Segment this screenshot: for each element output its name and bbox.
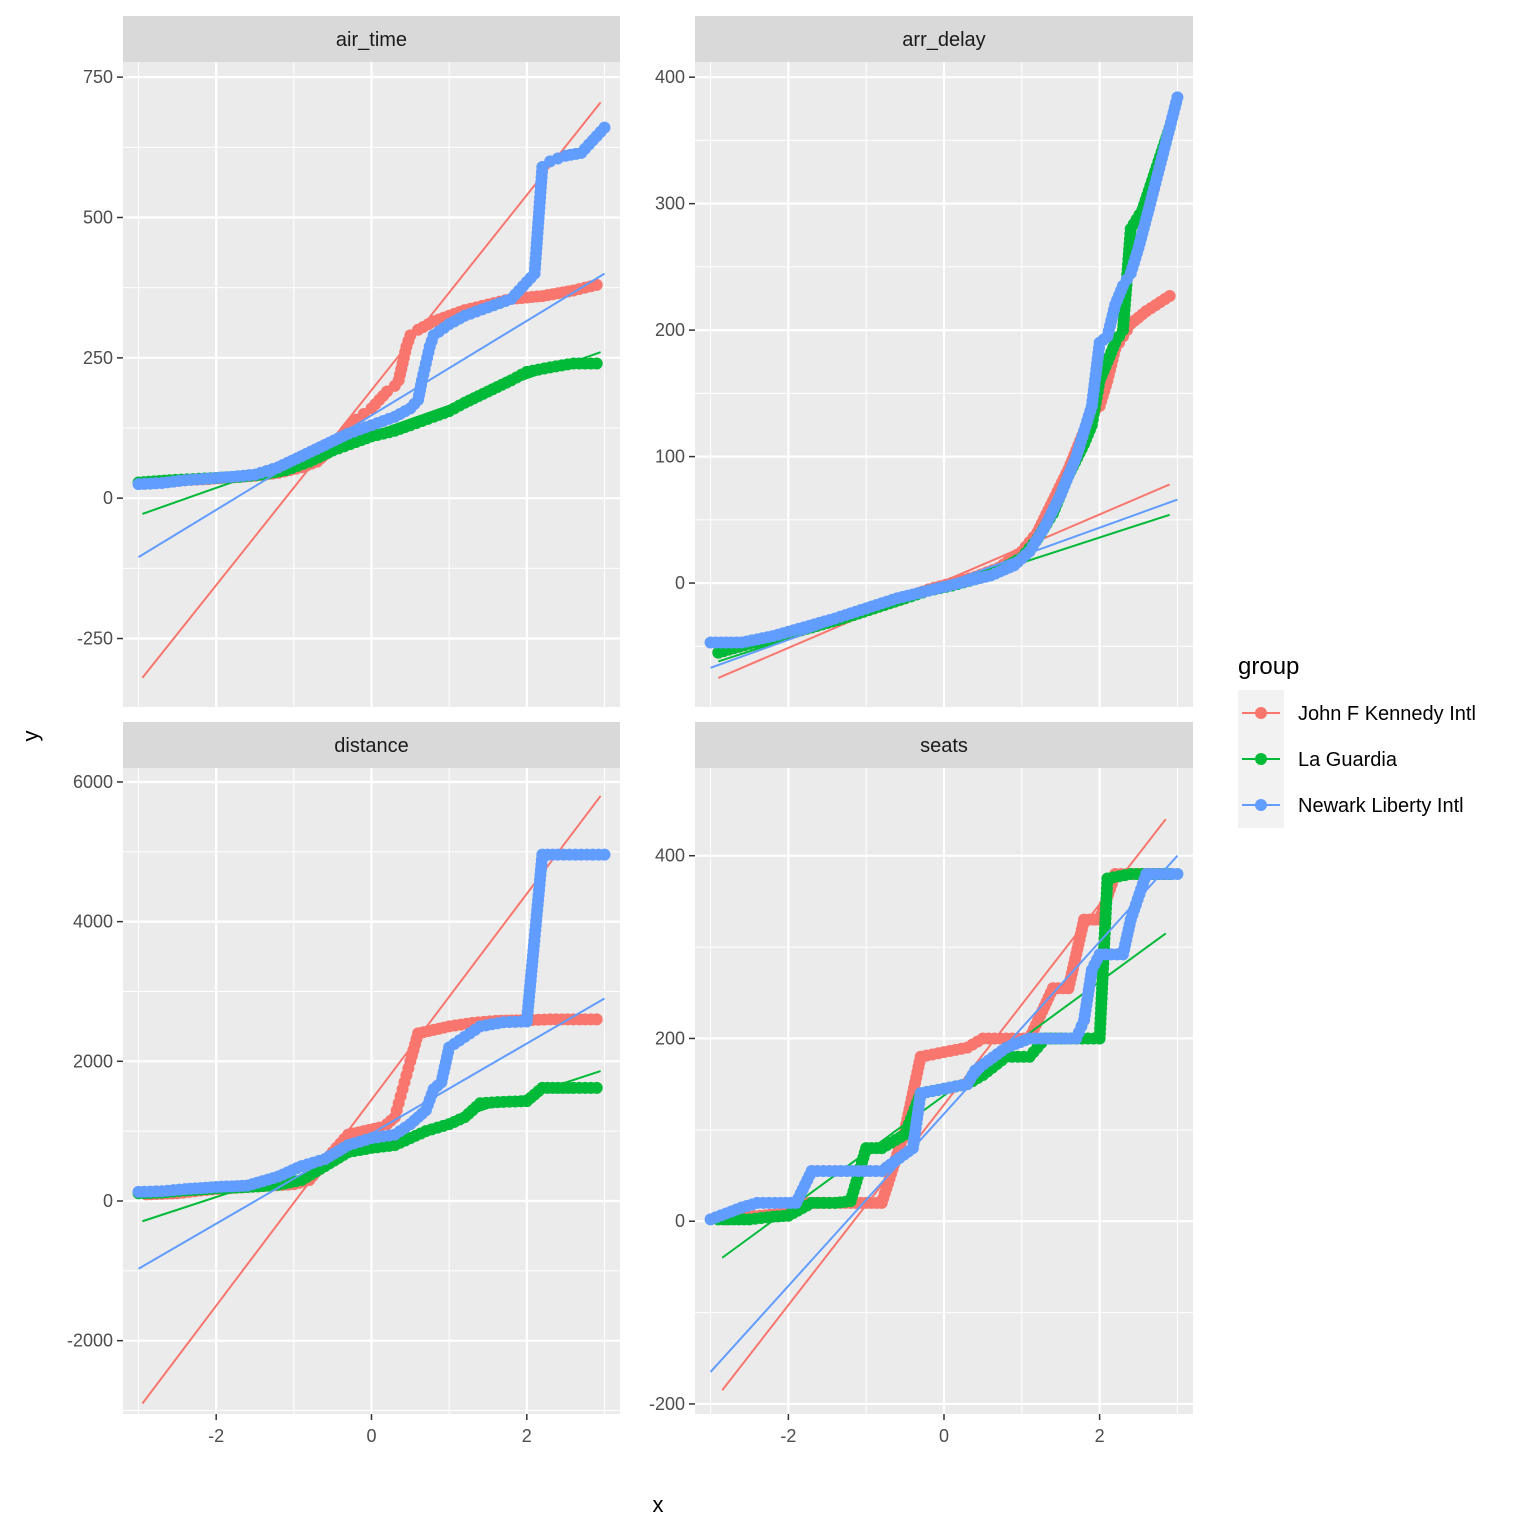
qq-line-la-guardia <box>142 1070 601 1223</box>
x-tick-label: 2 <box>522 1426 532 1446</box>
y-tick-label: 200 <box>655 320 685 340</box>
point-newark-liberty-intl <box>598 848 611 861</box>
y-tick-label: -200 <box>649 1394 685 1414</box>
qq-line-john-f-kennedy-intl <box>141 101 602 679</box>
point-la-guardia <box>590 357 603 370</box>
strip-label: seats <box>920 735 968 757</box>
legend-label: John F Kennedy Intl <box>1298 703 1476 725</box>
legend-item: John F Kennedy Intl <box>1242 703 1476 725</box>
y-axis-title: y <box>18 731 43 742</box>
qq-line-john-f-kennedy-intl <box>721 818 1167 1391</box>
y-tick-label: 250 <box>83 348 113 368</box>
panel-distance: distance -2000 0 2000 4000 6000 -2 0 2 <box>67 722 620 1446</box>
strip-label: arr_delay <box>902 29 985 51</box>
legend-label: La Guardia <box>1298 749 1398 771</box>
qq-line-john-f-kennedy-intl <box>141 795 602 1405</box>
data-layer <box>704 91 1184 679</box>
y-tick-label: 4000 <box>73 912 113 932</box>
y-tick-label: 0 <box>675 573 685 593</box>
labels-layer: x y <box>18 731 664 1518</box>
strip-label: air_time <box>336 29 407 51</box>
legend-point-key <box>1255 707 1267 719</box>
point-john-f-kennedy-intl <box>590 278 603 291</box>
point-newark-liberty-intl <box>598 121 611 134</box>
data-layer <box>132 101 611 679</box>
panel-air-time: air_time -250 0 250 500 750 <box>77 16 620 707</box>
legend-label: Newark Liberty Intl <box>1298 795 1464 817</box>
data-layer <box>132 795 611 1405</box>
qq-line-newark-liberty-intl <box>709 855 1179 1373</box>
y-tick-label: 2000 <box>73 1051 113 1071</box>
point-la-guardia <box>590 1081 603 1094</box>
legend-point-key <box>1255 753 1267 765</box>
point-newark-liberty-intl <box>1171 867 1184 880</box>
strip-background <box>123 16 620 62</box>
legend-item: La Guardia <box>1242 749 1398 771</box>
y-tick-label: 100 <box>655 447 685 467</box>
x-axis-title: x <box>653 1492 664 1517</box>
panels-layer: air_time-2500250500750arr_delay010020030… <box>67 16 1193 1446</box>
x-tick-label: 2 <box>1095 1426 1105 1446</box>
x-tick-label: 0 <box>939 1426 949 1446</box>
panel-arr-delay: arr_delay 0 100 200 300 400 <box>655 16 1193 707</box>
y-tick-label: 200 <box>655 1028 685 1048</box>
data-layer <box>704 818 1184 1391</box>
y-tick-label: 400 <box>655 67 685 87</box>
y-tick-label: 300 <box>655 194 685 214</box>
y-tick-label: 6000 <box>73 772 113 792</box>
point-john-f-kennedy-intl <box>590 1013 603 1026</box>
qq-line-newark-liberty-intl <box>710 498 1178 669</box>
x-tick-label: 0 <box>366 1426 376 1446</box>
y-tick-label: 0 <box>103 488 113 508</box>
legend: group John F Kennedy Intl La Guardia Newar… <box>1238 653 1476 828</box>
y-tick-label: 500 <box>83 207 113 227</box>
x-tick-label: -2 <box>780 1426 796 1446</box>
qq-line-newark-liberty-intl <box>138 272 605 558</box>
y-tick-label: 750 <box>83 67 113 87</box>
panel-seats: seats -200 0 200 400 -2 0 2 <box>649 722 1193 1446</box>
x-tick-label: -2 <box>208 1426 224 1446</box>
strip-background <box>695 722 1193 768</box>
y-tick-label: 0 <box>103 1191 113 1211</box>
point-newark-liberty-intl <box>1171 91 1184 104</box>
legend-item: Newark Liberty Intl <box>1242 795 1464 817</box>
y-tick-label: -250 <box>77 629 113 649</box>
legend-point-key <box>1255 799 1267 811</box>
qq-line-newark-liberty-intl <box>138 997 605 1270</box>
strip-label: distance <box>334 735 409 757</box>
y-tick-label: -2000 <box>67 1331 113 1351</box>
point-john-f-kennedy-intl <box>1163 289 1176 302</box>
legend-title: group <box>1238 653 1299 680</box>
strip-background <box>123 722 620 768</box>
y-tick-label: 400 <box>655 846 685 866</box>
qq-line-la-guardia <box>142 351 601 515</box>
y-tick-label: 0 <box>675 1211 685 1231</box>
strip-background <box>695 16 1193 62</box>
